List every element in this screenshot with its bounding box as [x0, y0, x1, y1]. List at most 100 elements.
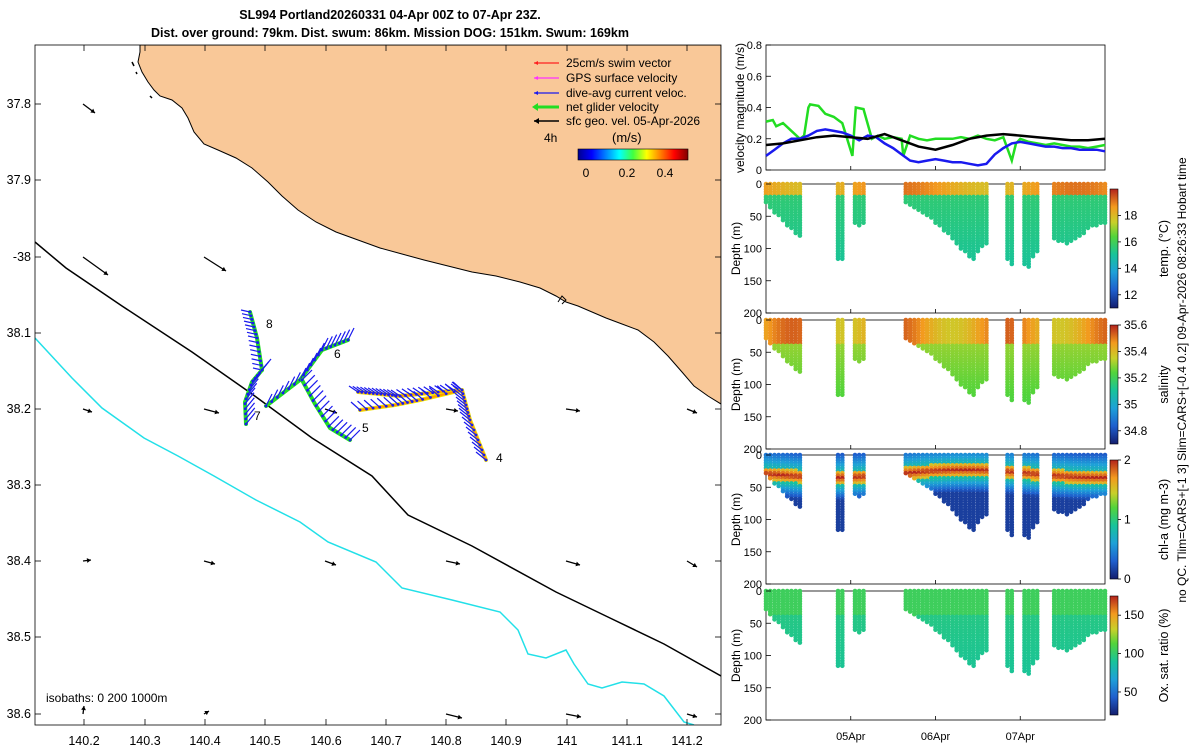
current-vector [383, 388, 393, 396]
current-vector-head [476, 438, 480, 442]
section-ytick-label: 150 [744, 276, 762, 288]
current-vector-head [302, 373, 306, 377]
current-vector [276, 385, 284, 398]
current-vector [271, 389, 279, 402]
current-vector [467, 431, 479, 441]
current-vector [475, 451, 487, 461]
section-data-dot [1098, 220, 1104, 225]
current-vector-head [329, 345, 333, 349]
current-vector [241, 313, 252, 317]
current-vector [459, 411, 471, 421]
section-colorbar-tick-label: 34.8 [1124, 424, 1148, 438]
section-data-dot [929, 486, 934, 491]
current-vector-head [470, 423, 474, 427]
current-vector-head [348, 438, 352, 442]
velocity-series-line [765, 128, 1106, 167]
section-data-dot [1073, 642, 1078, 648]
section-data-dot [954, 241, 959, 246]
current-vector-head [421, 397, 425, 401]
section-data-dot [1068, 645, 1074, 651]
section-data-dot [856, 223, 862, 228]
section-ytick-label: 0 [756, 450, 762, 462]
current-vector-head [396, 402, 400, 406]
current-vector [347, 327, 355, 341]
section-data-dot [763, 199, 769, 205]
section-data-dot [1051, 642, 1057, 648]
section-colorbar-label: Ox. sat. ratio (%) [1157, 609, 1171, 703]
current-vector-head [410, 400, 414, 403]
section-data-dot [937, 494, 942, 499]
current-vector [370, 398, 381, 408]
figure-title-line-2: Dist. over ground: 79km. Dist. swum: 86k… [151, 26, 629, 40]
current-vector [240, 309, 251, 313]
current-vector [360, 386, 370, 394]
section-colorbar-tick-label: 18 [1124, 208, 1138, 222]
section-data-dot [941, 364, 947, 369]
section-data-dot [1073, 506, 1078, 512]
section-data-dot [971, 527, 976, 533]
geo-vector-head [453, 407, 458, 413]
section-ytick-label: 0 [756, 179, 762, 191]
current-vector-head [384, 404, 388, 408]
section-data-dot [903, 335, 909, 341]
section-data-dot [1026, 400, 1031, 405]
current-vector [338, 331, 346, 344]
current-vector [363, 386, 374, 394]
current-vector-head [275, 395, 279, 399]
current-vector [350, 401, 361, 411]
section-data-dot [767, 340, 773, 346]
map-frame [34, 44, 722, 726]
map-ytick-label: 37.8 [7, 97, 31, 111]
current-vector [367, 387, 378, 395]
geo-vector-head [575, 561, 580, 567]
current-vector [379, 388, 389, 396]
current-vector-head [482, 453, 486, 457]
current-vector [457, 404, 469, 413]
current-vector-head [300, 378, 304, 382]
speed-colorbar [577, 148, 689, 161]
section-colorbar-label: temp. (°C) [1157, 220, 1171, 277]
current-vector-head [480, 448, 484, 452]
section-colorbar-tick-label: 16 [1124, 235, 1138, 249]
section-data-dot [784, 223, 790, 228]
section-data-dot [776, 483, 781, 489]
current-vector [244, 324, 255, 328]
current-vector-head [340, 433, 343, 437]
current-vector-head [464, 403, 468, 407]
current-vector-head [258, 354, 262, 358]
section-data-dot [933, 356, 938, 362]
section-data-dot [1090, 494, 1095, 499]
current-vector-head [317, 409, 321, 413]
current-vector-head [259, 359, 262, 363]
section-data-dot [835, 256, 841, 262]
current-vector-head [335, 430, 339, 434]
section-data-dot [950, 642, 955, 648]
geo-vector-head [214, 409, 219, 415]
current-vector-head [244, 412, 247, 416]
current-vector-head [309, 363, 313, 367]
isobath-1000m [35, 337, 695, 725]
current-vector [245, 412, 256, 425]
current-vector [469, 436, 481, 446]
current-vector-head [346, 338, 350, 342]
section-data-dot [941, 499, 947, 504]
current-vector [245, 402, 256, 415]
section-data-dot [912, 475, 917, 481]
section-data-dot [793, 230, 798, 236]
current-vector [376, 397, 387, 407]
section-data-dot [835, 527, 841, 533]
section-data-dot [789, 496, 794, 502]
section-data-dot [954, 377, 959, 382]
geo-vector-head [103, 270, 108, 275]
current-vector [248, 339, 258, 344]
current-vector [436, 385, 447, 395]
current-vector [357, 400, 367, 410]
figure-title-line-1: SL994 Portland20260331 04-Apr 00Z to 07-… [239, 8, 541, 22]
map-xtick-label: 140.3 [129, 734, 160, 748]
section-data-dot [1090, 630, 1095, 635]
current-vector-head [316, 353, 320, 357]
velocity-ytick-label: 0.8 [747, 40, 762, 52]
section-data-dot [772, 481, 777, 486]
section-colorbar-tick-label: 35.6 [1124, 318, 1148, 332]
current-vector [413, 390, 424, 400]
